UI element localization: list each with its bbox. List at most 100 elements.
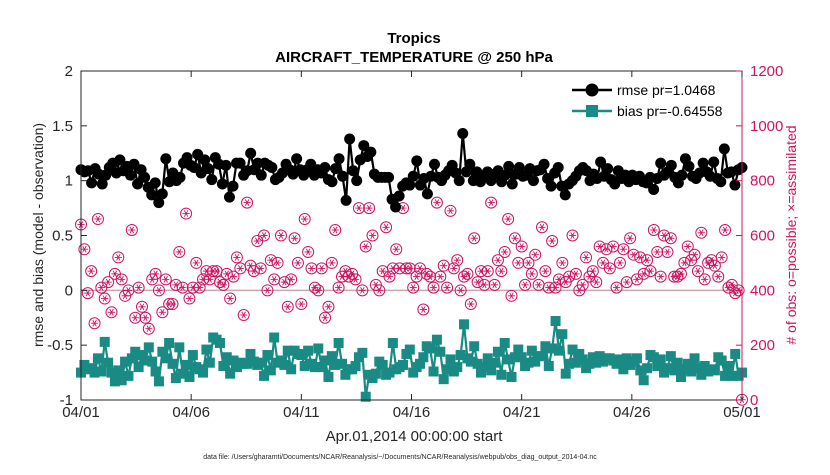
bias-point xyxy=(574,348,585,359)
obs-asterisk-stroke xyxy=(316,286,321,294)
obs-circle xyxy=(159,273,172,286)
obs-asterisk-stroke xyxy=(194,259,199,267)
obs-asterisk-stroke xyxy=(326,303,331,311)
obs-asterisk-stroke xyxy=(512,234,518,242)
rmse-point xyxy=(393,190,405,202)
obs-marker xyxy=(380,221,393,234)
obs-circle xyxy=(373,284,386,297)
obs-asterisk-stroke xyxy=(360,286,365,294)
obs-marker xyxy=(461,267,474,280)
obs-circle xyxy=(325,256,338,269)
bias-point xyxy=(550,316,561,327)
obs-marker xyxy=(322,300,335,313)
obs-asterisk-stroke xyxy=(95,215,101,223)
obs-asterisk-stroke xyxy=(468,300,474,308)
bias-point xyxy=(113,365,124,376)
obs-marker xyxy=(136,300,149,313)
obs-marker xyxy=(125,224,138,237)
bias-point xyxy=(187,350,198,361)
obs-circle xyxy=(478,278,491,291)
obs-asterisk-stroke xyxy=(363,243,368,250)
legend-bias-label: bias pr=-0.64558 xyxy=(617,103,723,119)
obs-asterisk-stroke xyxy=(116,254,121,261)
obs-asterisk-stroke xyxy=(583,254,589,261)
obs-asterisk-stroke xyxy=(160,308,165,316)
obs-asterisk-stroke xyxy=(685,243,690,250)
y2-tick-label: 200 xyxy=(750,337,775,354)
bias-point xyxy=(245,348,256,359)
rmse-point xyxy=(326,176,338,188)
obs-circle xyxy=(641,254,654,267)
obs-asterisk-stroke xyxy=(522,281,528,289)
obs-marker xyxy=(478,278,491,291)
obs-marker xyxy=(241,196,254,209)
legend: rmse pr=1.0468 bias pr=-0.64558 xyxy=(564,77,739,123)
obs-marker xyxy=(485,196,498,209)
obs-circle xyxy=(691,265,704,278)
bias-point xyxy=(143,342,154,353)
bias-point xyxy=(350,361,361,372)
x-tick-label: 04/06 xyxy=(172,404,210,421)
legend-rmse-label: rmse pr=1.0468 xyxy=(617,82,716,98)
rmse-point xyxy=(358,140,370,152)
bias-point xyxy=(269,332,280,343)
obs-asterisk-stroke xyxy=(180,284,185,291)
obs-marker xyxy=(349,273,362,286)
obs-marker xyxy=(224,292,237,305)
obs-marker xyxy=(688,248,701,261)
rmse-point xyxy=(538,158,550,170)
obs-asterisk-stroke xyxy=(417,265,423,272)
rmse-point xyxy=(139,171,151,183)
bias-point xyxy=(184,371,195,382)
obs-marker xyxy=(671,270,684,283)
obs-circle xyxy=(441,281,454,294)
obs-asterisk-stroke xyxy=(255,237,260,245)
obs-circle xyxy=(281,300,294,313)
obs-circle xyxy=(383,270,396,283)
x-tick-label: 04/21 xyxy=(503,404,541,421)
obs-asterisk-stroke xyxy=(231,273,236,280)
obs-asterisk-stroke xyxy=(573,270,579,278)
obs-circle xyxy=(302,245,315,258)
obs-asterisk-stroke xyxy=(658,273,663,280)
obs-circle xyxy=(664,232,677,245)
obs-asterisk-stroke xyxy=(716,273,721,280)
obs-asterisk-stroke xyxy=(702,276,707,283)
obs-asterisk-stroke xyxy=(82,245,87,253)
y2-tick-label: 0 xyxy=(750,392,758,409)
obs-marker xyxy=(173,245,186,258)
obs-circle xyxy=(322,300,335,313)
obs-circle xyxy=(98,292,111,305)
obs-asterisk-stroke xyxy=(492,281,497,289)
obs-asterisk-stroke xyxy=(597,243,602,250)
obs-asterisk-stroke xyxy=(272,276,277,283)
obs-circle xyxy=(261,284,274,297)
obs-marker xyxy=(546,234,559,247)
bias-point xyxy=(177,368,188,379)
rmse-point xyxy=(365,146,377,158)
obs-asterisk-stroke xyxy=(299,300,304,308)
rmse-point xyxy=(149,177,161,189)
obs-asterisk-stroke xyxy=(594,278,599,286)
bias-point xyxy=(123,370,134,381)
bias-point xyxy=(357,347,368,358)
bias-point xyxy=(523,357,534,368)
rmse-point xyxy=(153,197,165,209)
obs-asterisk-stroke xyxy=(197,284,202,291)
obs-marker xyxy=(569,267,582,280)
bias-point xyxy=(696,369,707,380)
obs-marker xyxy=(430,196,443,209)
obs-circle xyxy=(136,300,149,313)
obs-circle xyxy=(180,207,193,220)
obs-asterisk-stroke xyxy=(292,234,297,242)
obs-asterisk-stroke xyxy=(421,306,426,313)
rmse-point xyxy=(319,162,331,174)
obs-asterisk-stroke xyxy=(319,265,324,272)
obs-asterisk-stroke xyxy=(441,262,446,270)
obs-asterisk-stroke xyxy=(366,204,372,212)
obs-circle xyxy=(183,292,196,305)
bias-point xyxy=(503,354,514,365)
obs-asterisk-stroke xyxy=(502,248,507,256)
obs-asterisk-stroke xyxy=(556,276,562,283)
bias-point xyxy=(560,368,571,379)
